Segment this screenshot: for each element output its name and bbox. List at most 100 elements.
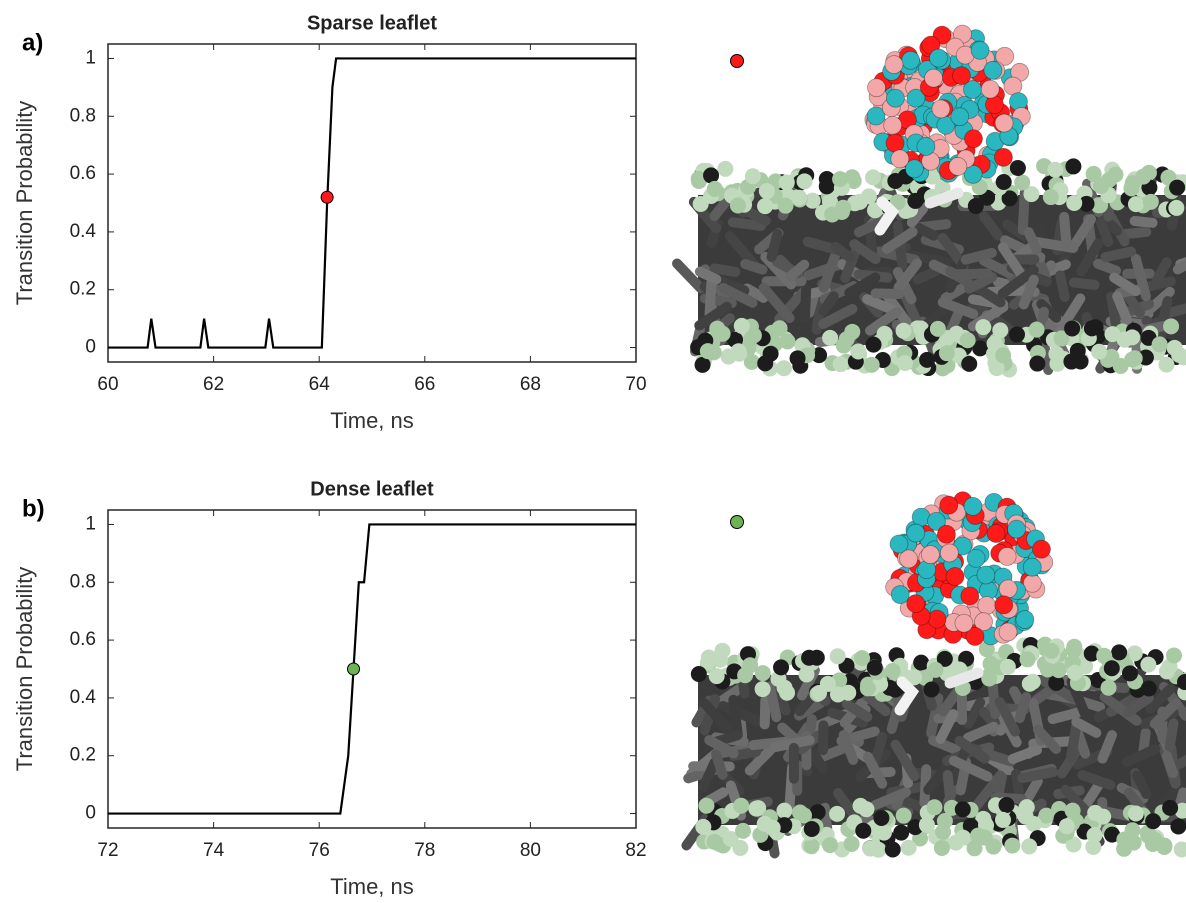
lipid-tail: [1018, 274, 1039, 310]
marker-key: [730, 515, 744, 529]
nanoparticle-bead: [980, 79, 1000, 99]
marker: [320, 190, 334, 204]
x-tick-label: 70: [625, 374, 646, 395]
x-tick-label: 76: [309, 840, 330, 861]
lipid-head: [717, 160, 734, 177]
lipid-tail: [890, 739, 920, 782]
lipid-head: [773, 659, 790, 676]
lipid-head: [809, 804, 826, 821]
lipid-tail: [948, 755, 993, 782]
x-axis-label: Time, ns: [330, 408, 414, 433]
lipid-head: [1064, 320, 1081, 337]
lipid-head: [1008, 326, 1025, 343]
nanoparticle-bead: [920, 545, 940, 564]
lipid-tail: [935, 709, 959, 745]
lipid-head: [1124, 329, 1141, 346]
lipid-tail: [971, 770, 1006, 812]
lipid-tail: [1164, 718, 1179, 753]
nanoparticle-bead: [945, 567, 965, 586]
lipid-tail: [832, 788, 861, 823]
lipid-head: [1171, 346, 1186, 363]
lipid-head: [1083, 645, 1100, 662]
lipid-head: [1151, 336, 1168, 353]
lipid-tail: [758, 282, 795, 324]
lipid-head: [884, 662, 901, 679]
lipid-tail: [1132, 770, 1152, 799]
lipid-head: [754, 665, 771, 682]
lipid-head: [966, 840, 983, 857]
lipid-head: [919, 351, 936, 368]
lipid-head: [923, 681, 940, 698]
lipid-head: [1111, 644, 1128, 661]
lipid-head: [865, 169, 882, 186]
lipid-head: [859, 680, 876, 697]
lipid-head: [992, 322, 1009, 339]
lipid-head: [1019, 651, 1036, 668]
lipid-tail: [1172, 259, 1186, 275]
lipid-tail: [1023, 227, 1042, 255]
lipid-head: [835, 337, 852, 354]
lipid-head: [913, 654, 930, 671]
nanoparticle-bead: [995, 46, 1015, 66]
lipid-head: [959, 332, 976, 349]
y-tick-label: 0.6: [70, 163, 96, 184]
nanoparticle-bead: [890, 585, 910, 604]
lipid-head: [918, 816, 935, 833]
nanoparticle-bead: [939, 543, 959, 563]
lipid-head: [873, 810, 890, 827]
lipid-tail: [1007, 745, 1042, 764]
lipid-head: [855, 822, 872, 839]
lipid-head: [779, 333, 796, 350]
lipid-head: [981, 670, 998, 687]
lipid-head: [1086, 827, 1103, 844]
lipid-head: [1009, 160, 1026, 177]
lipid-head: [690, 170, 707, 187]
nanoparticle-bead: [885, 133, 905, 153]
lipid-head: [863, 356, 880, 373]
lipid-head: [895, 322, 912, 339]
lipid-tail: [818, 246, 842, 293]
lipid-head: [895, 807, 912, 824]
lipid-head: [1021, 675, 1038, 692]
lipid-tail: [838, 730, 859, 765]
lipid-head: [695, 818, 712, 835]
y-tick-label: 0: [85, 337, 96, 358]
y-tick-label: 0.4: [70, 221, 97, 242]
lipid-head: [1028, 321, 1045, 338]
lipid-head: [1126, 645, 1143, 662]
nanoparticle-bead: [1032, 539, 1051, 559]
lipid-head: [775, 360, 792, 377]
lipid-tail: [1047, 707, 1084, 725]
nanoparticle-bead: [867, 78, 886, 98]
lipid-head: [778, 174, 795, 191]
nanoparticle-bead: [964, 129, 983, 149]
lipid-tail: [704, 277, 717, 320]
lipid-head: [757, 198, 774, 215]
plot-area: [107, 509, 637, 829]
lipid-head: [744, 168, 761, 185]
lipid-head: [1095, 808, 1112, 825]
lipid-head: [735, 822, 752, 839]
lipid-head: [1091, 343, 1108, 360]
lipid-head: [1100, 679, 1117, 696]
lipid-tail: [1145, 684, 1175, 714]
lipid-head: [1103, 660, 1120, 677]
lipid-tail: [1068, 277, 1100, 290]
lipid-tail: [1077, 770, 1116, 790]
lipid-head: [1065, 836, 1082, 853]
nanoparticle-bead: [954, 613, 974, 633]
lipid-tail: [764, 681, 782, 723]
chart-title: Dense leaflet: [310, 478, 434, 500]
lipid-head: [729, 197, 746, 214]
lipid-head: [1065, 158, 1082, 175]
lipid-tail: [1129, 215, 1158, 228]
lipid-head: [850, 343, 867, 360]
y-tick-label: 0.8: [70, 571, 96, 592]
lipid-tail: [818, 291, 839, 317]
lipid-head: [733, 797, 750, 814]
lipid-tail: [718, 282, 758, 308]
lipid-head: [961, 355, 978, 372]
lipid-head: [995, 347, 1012, 364]
lipid-head: [791, 189, 808, 206]
lipid-tail: [911, 221, 939, 241]
